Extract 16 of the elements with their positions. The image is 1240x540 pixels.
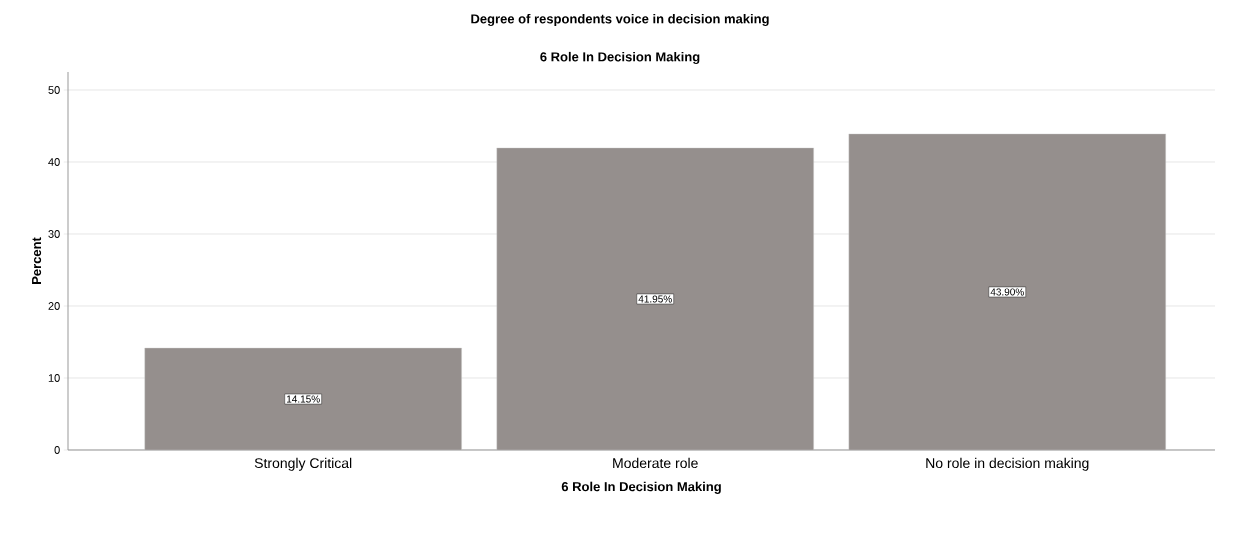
y-tick-label: 10	[48, 374, 60, 382]
x-tick-label: No role in decision making	[926, 457, 1089, 471]
x-tick-label: Moderate role	[613, 457, 698, 469]
x-axis-title: 6 Role In Decision Making	[561, 481, 721, 494]
chart-title: Degree of respondents voice in decision making	[471, 13, 769, 27]
x-tick-label: Strongly Critical	[254, 457, 352, 471]
y-axis-title: Percent	[32, 237, 42, 284]
y-tick-label: 20	[48, 302, 60, 310]
chart-subtitle: 6 Role In Decision Making	[540, 51, 700, 65]
y-tick-label: 30	[48, 230, 60, 238]
data-label: 41.95%	[638, 295, 672, 303]
data-label: 14.15%	[286, 395, 320, 403]
data-label: 43.90%	[990, 288, 1024, 296]
y-tick-label: 50	[48, 86, 60, 94]
y-tick-label: 40	[48, 158, 60, 166]
y-tick-label: 0	[54, 446, 60, 454]
